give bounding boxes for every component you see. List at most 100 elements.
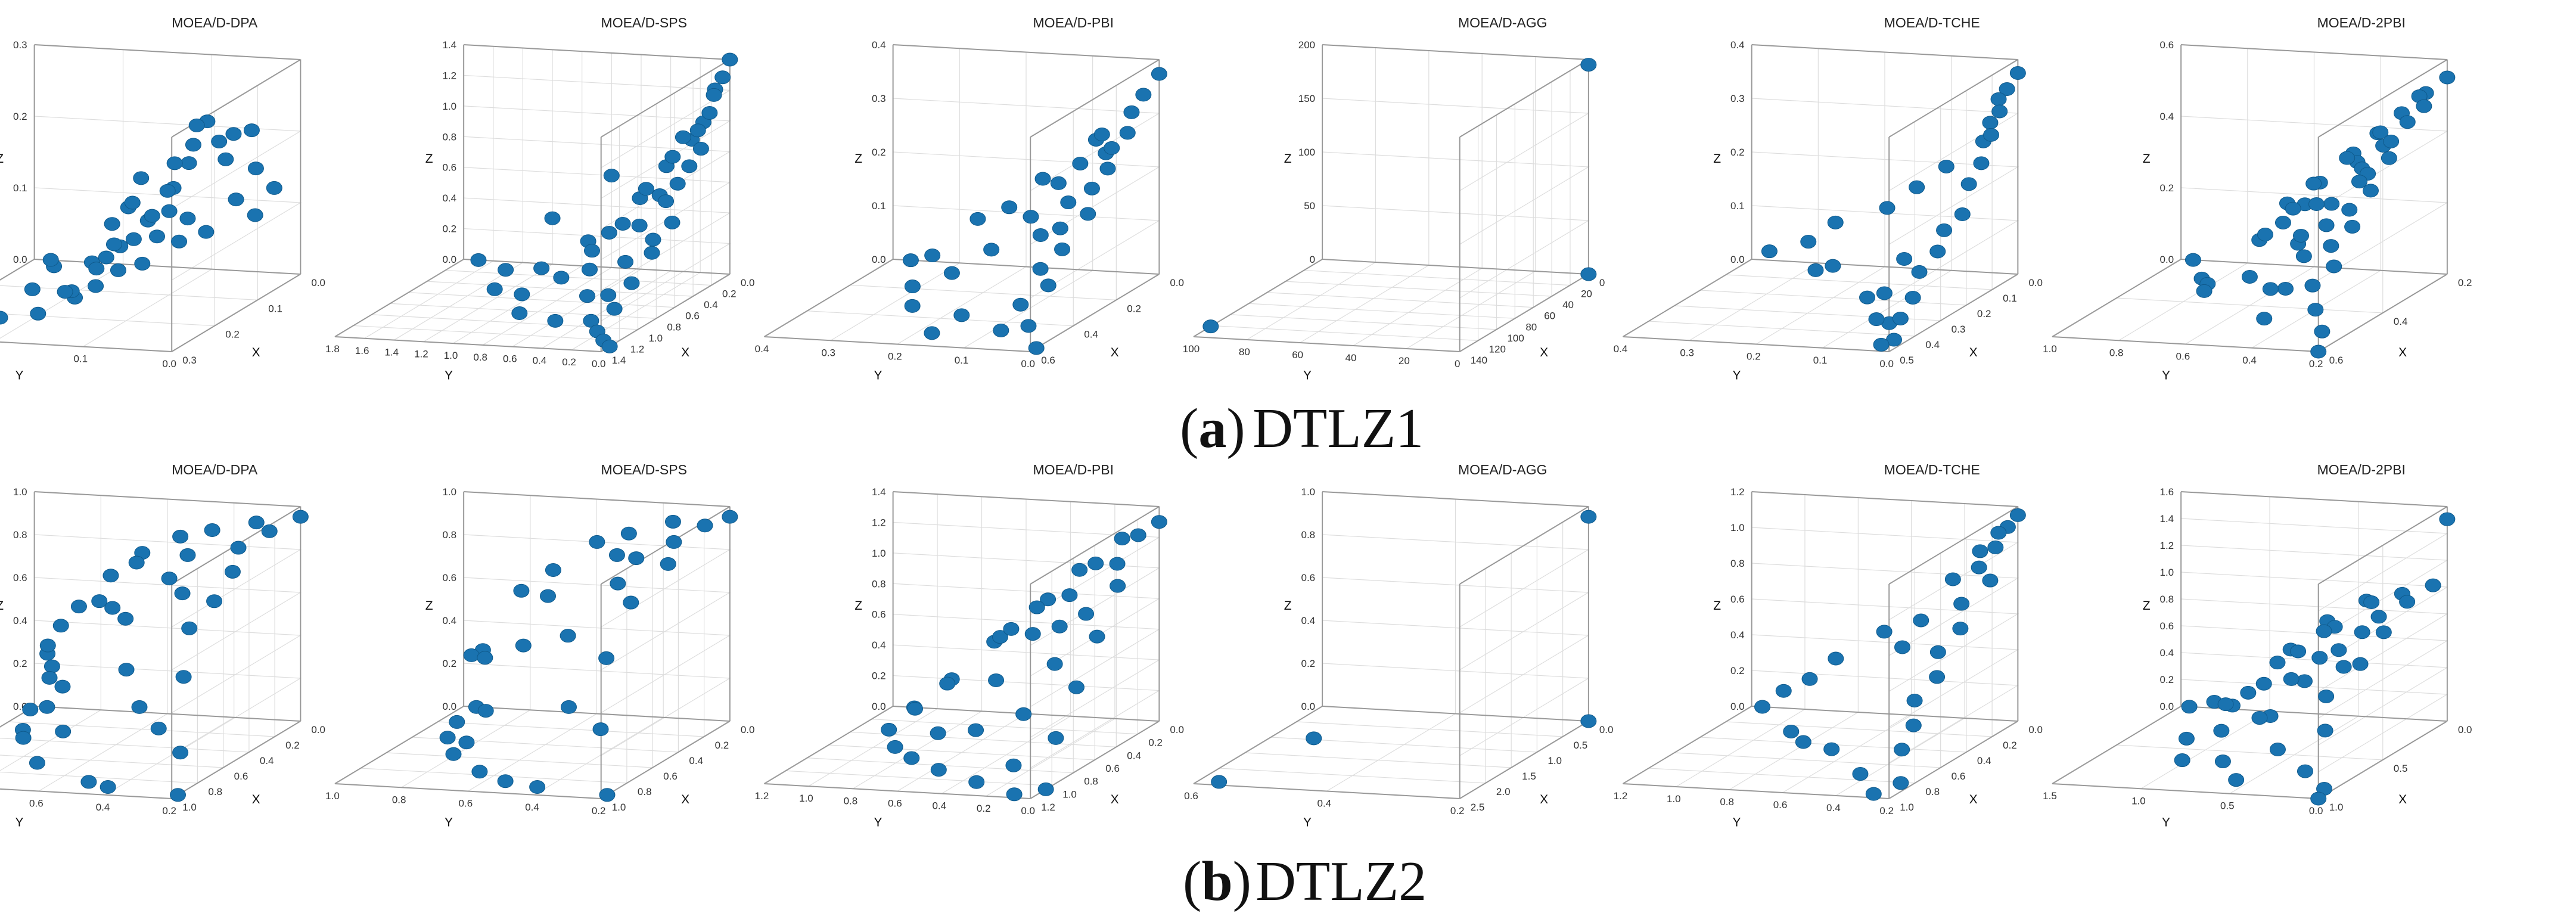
data-point xyxy=(1006,787,1023,802)
data-point xyxy=(722,52,738,67)
data-point xyxy=(2323,239,2339,253)
z-tick-label: 1.2 xyxy=(872,517,886,528)
data-point xyxy=(881,722,897,737)
data-point xyxy=(1823,742,1840,756)
data-point xyxy=(22,702,39,716)
data-point xyxy=(1580,510,1597,524)
data-point xyxy=(230,541,247,555)
z-tick-label: 0.4 xyxy=(13,615,27,626)
data-point xyxy=(498,263,514,277)
data-point xyxy=(172,746,189,760)
y-tick-label: 1.8 xyxy=(325,343,340,355)
y-tick-label: 80 xyxy=(1239,346,1250,358)
data-point xyxy=(681,159,698,173)
y-tick-label: 0.8 xyxy=(392,794,406,805)
z-axis-label: Z xyxy=(2143,599,2151,613)
z-tick-label: 0.6 xyxy=(872,609,886,620)
x-tick-label: 0.0 xyxy=(741,724,755,735)
x-axis-label: X xyxy=(252,346,260,359)
z-axis-label: Z xyxy=(0,152,4,166)
data-point xyxy=(188,118,205,132)
data-point xyxy=(1775,684,1792,698)
x-tick-label: 0.4 xyxy=(689,755,703,766)
data-point xyxy=(29,756,45,770)
data-point xyxy=(924,326,940,340)
z-tick-label: 0.4 xyxy=(442,193,456,204)
data-point xyxy=(243,123,260,138)
data-point xyxy=(1876,286,1893,300)
data-point xyxy=(166,156,183,170)
y-tick-label: 0.2 xyxy=(888,351,902,362)
x-tick-label: 0.6 xyxy=(234,771,248,782)
y-axis-label: Y xyxy=(874,368,883,382)
x-tick-label: 0.2 xyxy=(722,288,737,300)
data-point xyxy=(159,184,176,198)
data-point xyxy=(1972,544,1988,558)
data-point xyxy=(1080,207,1096,221)
data-point xyxy=(169,788,186,802)
x-tick-label: 0.4 xyxy=(704,299,718,311)
data-point xyxy=(583,244,600,258)
x-axis-label: X xyxy=(1111,793,1119,806)
z-tick-label: 0.6 xyxy=(442,162,456,173)
y-tick-label: 0.0 xyxy=(1021,805,1035,816)
data-point xyxy=(2178,731,2195,746)
data-point xyxy=(1052,221,1068,235)
caption-b: (b) DTLZ2 xyxy=(1183,850,1427,912)
data-point xyxy=(2372,125,2389,139)
data-point xyxy=(970,212,986,226)
x-axis-label: X xyxy=(2398,346,2407,359)
data-point xyxy=(2293,228,2310,243)
data-point xyxy=(42,253,59,267)
data-point xyxy=(903,751,920,765)
y-tick-label: 0.3 xyxy=(1680,347,1694,358)
data-point xyxy=(1859,290,1876,305)
z-tick-label: 0.2 xyxy=(2159,674,2174,685)
z-tick-label: 0.8 xyxy=(1730,558,1745,569)
x-tick-label: 0.0 xyxy=(1170,277,1184,288)
y-axis-label: Y xyxy=(445,368,453,382)
x-tick-label: 0.5 xyxy=(2394,763,2408,774)
y-tick-label: 0.1 xyxy=(73,353,88,365)
x-tick-label: 0.6 xyxy=(1105,763,1120,774)
panel-title-r1c6: MOEA/D-2PBI xyxy=(2317,15,2406,30)
x-tick-label: 1.2 xyxy=(630,343,645,355)
data-point xyxy=(117,611,134,626)
z-tick-label: 1.0 xyxy=(442,101,456,112)
x-tick-label: 1.0 xyxy=(612,802,626,813)
x-tick-label: 0.1 xyxy=(2003,293,2017,304)
data-point xyxy=(1954,207,1971,221)
data-point xyxy=(1876,625,1893,639)
x-axis-label: X xyxy=(252,793,260,806)
data-point xyxy=(144,209,160,223)
data-point xyxy=(2196,284,2213,298)
data-point xyxy=(1110,579,1126,593)
z-tick-label: 0.0 xyxy=(1301,701,1315,712)
x-tick-label: 0.8 xyxy=(638,786,652,797)
data-point xyxy=(477,651,493,665)
y-axis-label: Y xyxy=(15,815,24,829)
z-tick-label: 1.2 xyxy=(1730,486,1745,498)
data-point xyxy=(968,775,985,789)
panel-r2c1: MOEA/D-DPA 0.0 0.2 0.4 0.6 0.8 1.0 0.2 0.4 0.6 0.8… xyxy=(0,462,325,829)
z-tick-label: 1.4 xyxy=(442,39,456,51)
y-tick-label: 1.5 xyxy=(2043,790,2057,802)
y-tick-label: 0.4 xyxy=(2242,355,2257,366)
z-tick-label: 0.1 xyxy=(872,200,886,212)
data-point xyxy=(930,763,947,777)
data-point xyxy=(15,731,32,745)
z-tick-label: 0.8 xyxy=(1301,529,1315,541)
data-point xyxy=(211,134,228,148)
data-point xyxy=(179,548,196,562)
data-point xyxy=(2269,743,2286,757)
data-point xyxy=(2274,215,2291,229)
z-tick-label: 0.3 xyxy=(13,39,27,51)
z-tick-label: 0.4 xyxy=(2159,111,2174,122)
data-point xyxy=(2339,151,2356,165)
x-tick-label: 0.6 xyxy=(2329,355,2344,366)
y-tick-label: 0.5 xyxy=(2220,800,2235,812)
data-point xyxy=(599,788,616,802)
z-axis-label: Z xyxy=(2143,152,2151,166)
z-tick-label: 0.0 xyxy=(442,254,456,265)
z-tick-label: 1.0 xyxy=(1730,522,1745,533)
